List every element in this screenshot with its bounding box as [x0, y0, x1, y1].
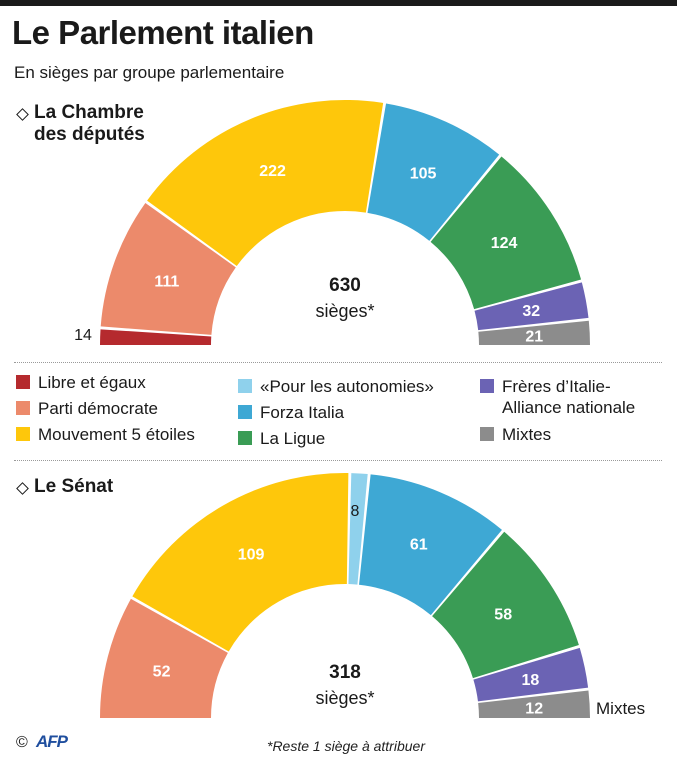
- legend-swatch-freres: [480, 379, 494, 393]
- legend-swatch-ligue: [238, 431, 252, 445]
- afp-logo: AFP: [36, 732, 68, 751]
- legend-item-ligue: La Ligue: [238, 428, 325, 449]
- value-label-forza: 105: [410, 165, 437, 182]
- legend-swatch-pd: [16, 401, 30, 415]
- legend-item-autonomies: «Pour les autonomies»: [238, 376, 434, 397]
- legend-swatch-libre: [16, 375, 30, 389]
- copyright-symbol: ©: [16, 734, 28, 751]
- segment-ligue: [432, 531, 579, 679]
- segment-forza: [367, 103, 500, 241]
- value-label-libre: 14: [74, 327, 92, 344]
- page-subtitle: En sièges par groupe parlementaire: [14, 63, 285, 82]
- legend-item-libre: Libre et égaux: [16, 372, 146, 393]
- segment-m5s: [132, 473, 349, 652]
- legend-label-ligue: La Ligue: [260, 429, 326, 448]
- legend-item-freres: Frères d’Italie- Alliance nationale: [480, 376, 635, 418]
- legend-swatch-mixtes: [480, 427, 494, 441]
- value-label-mixtes: 12: [525, 700, 543, 717]
- legend: Libre et égaux Parti démocrate Mouvement 5…: [0, 372, 677, 452]
- value-label-mixtes: 21: [525, 329, 543, 346]
- legend-item-m5s: Mouvement 5 étoiles: [16, 424, 195, 445]
- value-label-freres: 32: [522, 303, 540, 320]
- value-label-ligue: 58: [494, 607, 512, 624]
- center-total-label: sièges*: [315, 301, 374, 321]
- footnote: *Reste 1 siège à attribuer: [267, 738, 425, 754]
- legend-label-libre: Libre et égaux: [38, 373, 146, 392]
- top-rule: [0, 0, 677, 6]
- page-title: Le Parlement italien: [12, 14, 314, 51]
- legend-item-pd: Parti démocrate: [16, 398, 158, 419]
- segment-m5s: [147, 100, 384, 267]
- segment-pd: [100, 202, 236, 335]
- legend-swatch-autonomies: [238, 379, 252, 393]
- legend-swatch-forza: [238, 405, 252, 419]
- value-label-m5s: 222: [259, 163, 286, 180]
- value-label-pd: 111: [154, 274, 179, 291]
- value-label-pd: 52: [153, 663, 171, 680]
- chamber-title: La Chambre des députés: [34, 102, 145, 145]
- mixtes-annotation: Mixtes: [596, 699, 645, 718]
- segment-autonomies: [348, 473, 368, 585]
- segment-libre: [100, 329, 212, 345]
- value-label-forza: 61: [410, 536, 428, 553]
- segment-freres: [473, 647, 589, 702]
- legend-label-mixtes: Mixtes: [502, 425, 552, 444]
- legend-label-freres: Frères d’Italie- Alliance nationale: [502, 377, 636, 417]
- segment-freres: [474, 282, 589, 331]
- divider-bottom: [14, 460, 662, 461]
- divider-top: [14, 362, 662, 363]
- legend-swatch-m5s: [16, 427, 30, 441]
- value-label-ligue: 124: [491, 235, 518, 252]
- center-total-value: 630: [329, 275, 361, 296]
- center-total-label: sièges*: [315, 688, 374, 708]
- segment-forza: [359, 474, 502, 616]
- legend-label-m5s: Mouvement 5 étoiles: [38, 425, 195, 444]
- legend-label-autonomies: «Pour les autonomies»: [260, 377, 434, 396]
- legend-item-mixtes: Mixtes: [480, 424, 551, 445]
- legend-label-forza: Forza Italia: [260, 403, 345, 422]
- segment-pd: [100, 598, 228, 718]
- segment-ligue: [430, 156, 582, 310]
- segment-mixtes: [478, 320, 590, 345]
- senate-title: Le Sénat: [34, 476, 114, 497]
- legend-item-forza: Forza Italia: [238, 402, 344, 423]
- value-label-freres: 18: [522, 672, 540, 689]
- value-label-autonomies: 8: [351, 503, 360, 520]
- segment-mixtes: [478, 690, 590, 718]
- value-label-m5s: 109: [238, 546, 265, 563]
- legend-label-pd: Parti démocrate: [38, 399, 158, 418]
- center-total-value: 318: [329, 662, 361, 683]
